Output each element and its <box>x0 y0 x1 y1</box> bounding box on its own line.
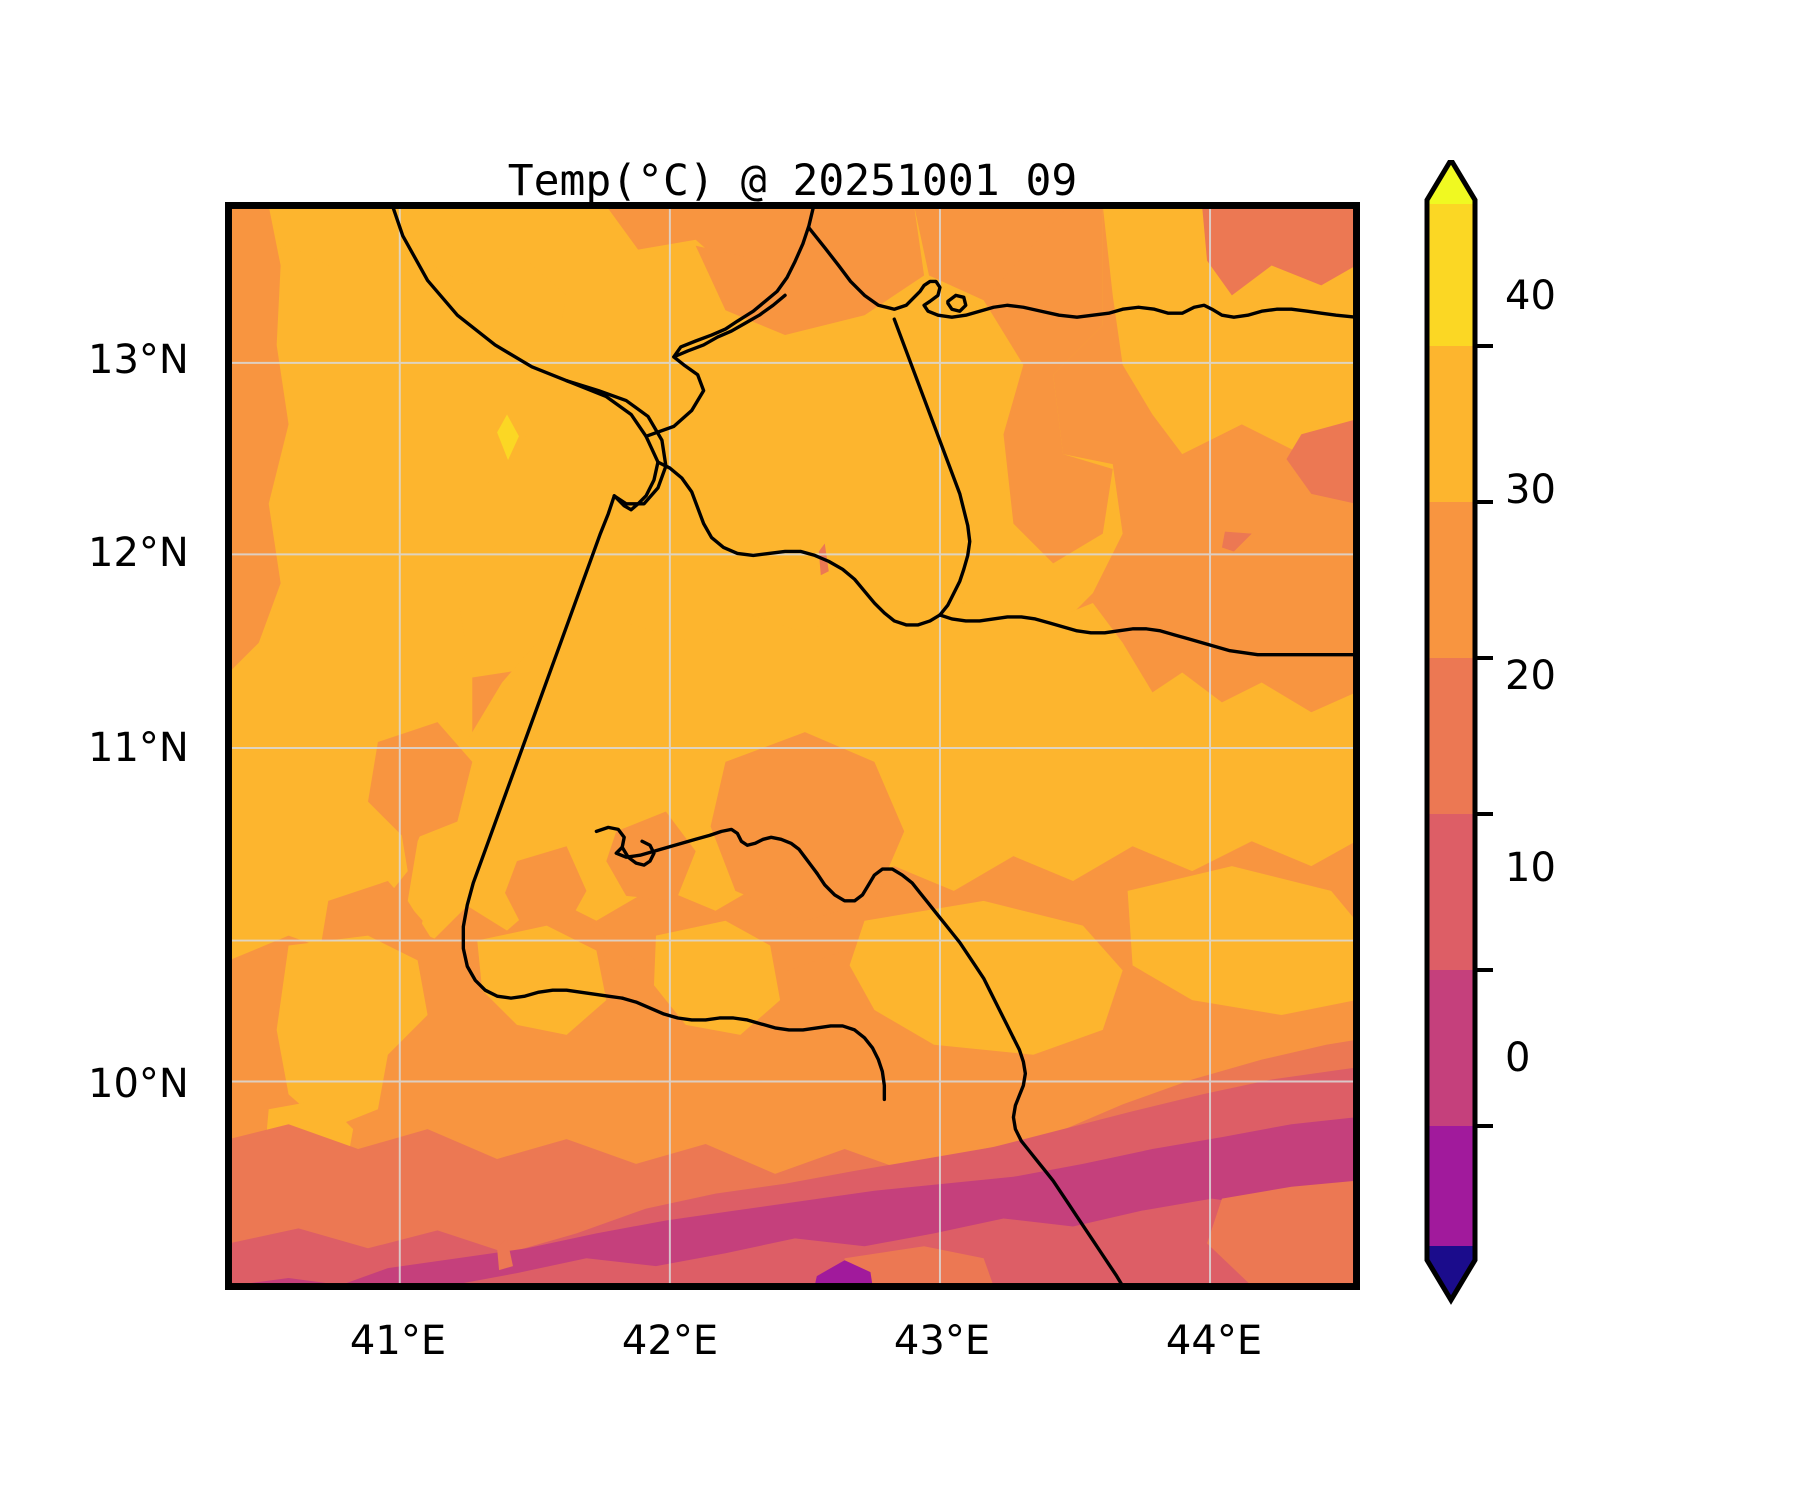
colorbar-tick-label-20: 20 <box>1505 653 1556 699</box>
colorbar-tick-label-10: 10 <box>1505 845 1556 891</box>
title-line-variable: Temp(°C) @ 20251001_09 <box>507 156 1078 207</box>
temperature-contour-map <box>229 206 1356 1286</box>
xtick-label-42e: 42°E <box>621 1318 719 1364</box>
ytick-label-11n: 11°N <box>88 725 189 771</box>
contour-band-25-30-ne <box>1202 206 1356 504</box>
xtick-label-41e: 41°E <box>349 1318 447 1364</box>
contour-band-25-30-se-reentrant <box>839 1180 1356 1286</box>
colorbar-ticks <box>1475 344 1493 1128</box>
contour-band-20-25-south <box>229 1067 1356 1286</box>
colorbar-tick-label-30: 30 <box>1505 467 1556 513</box>
colorbar-tick-label-0: 0 <box>1505 1035 1531 1081</box>
ytick-label-13n: 13°N <box>88 337 189 383</box>
colorbar-outline <box>1424 160 1478 1305</box>
xtick-label-44e: 44°E <box>1165 1318 1263 1364</box>
xtick-label-43e: 43°E <box>893 1318 991 1364</box>
contour-band-10-15-core <box>814 1260 873 1286</box>
ytick-label-10n: 10°N <box>88 1061 189 1107</box>
map-gridlines <box>229 206 1356 1286</box>
coastlines-and-borders <box>390 206 1356 1286</box>
contour-band-40-45-speck <box>497 414 519 461</box>
map-plot-area[interactable] <box>225 202 1360 1290</box>
colorbar-bands <box>1427 160 1475 1300</box>
ytick-label-12n: 12°N <box>88 530 189 576</box>
colorbar-gradient <box>1424 160 1493 1305</box>
colorbar-tick-label-40: 40 <box>1505 273 1556 319</box>
colorbar[interactable]: 40 30 20 10 0 <box>1415 160 1775 1340</box>
